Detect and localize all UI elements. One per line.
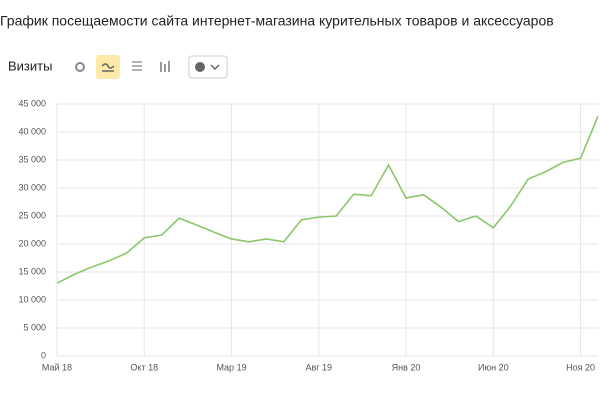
x-tick-label: Окт 18: [130, 362, 158, 372]
data-line: [56, 116, 599, 284]
y-tick-label: 30 000: [18, 182, 46, 192]
x-tick-label: Июн 20: [478, 362, 509, 372]
y-tick-label: 20 000: [18, 238, 46, 248]
annotation-dropdown[interactable]: [188, 55, 228, 79]
y-tick-label: 25 000: [18, 210, 46, 220]
y-tick-label: 5 000: [23, 322, 46, 332]
y-tick-label: 40 000: [18, 126, 46, 136]
bar-icon[interactable]: [160, 61, 170, 72]
y-tick-label: 0: [41, 350, 46, 360]
x-tick-label: Янв 20: [392, 362, 421, 372]
x-tick-label: Мар 19: [216, 362, 246, 372]
pie-icon[interactable]: [75, 62, 85, 72]
chart-title: График посещаемости сайта интернет-магаз…: [0, 13, 554, 29]
area-icon[interactable]: [132, 61, 142, 71]
x-tick-label: Май 18: [42, 362, 72, 372]
y-tick-label: 15 000: [18, 266, 46, 276]
comment-icon: [195, 62, 205, 72]
metric-label: Визиты: [8, 58, 52, 73]
y-tick-label: 45 000: [18, 98, 46, 108]
y-tick-label: 10 000: [18, 294, 46, 304]
toolbar: [75, 55, 228, 79]
x-tick-label: Ноя 20: [566, 362, 595, 372]
dropdown-arrow: [210, 64, 220, 71]
x-tick-label: Авг 19: [305, 362, 332, 372]
y-tick-label: 35 000: [18, 154, 46, 164]
line-icon: [101, 63, 115, 72]
